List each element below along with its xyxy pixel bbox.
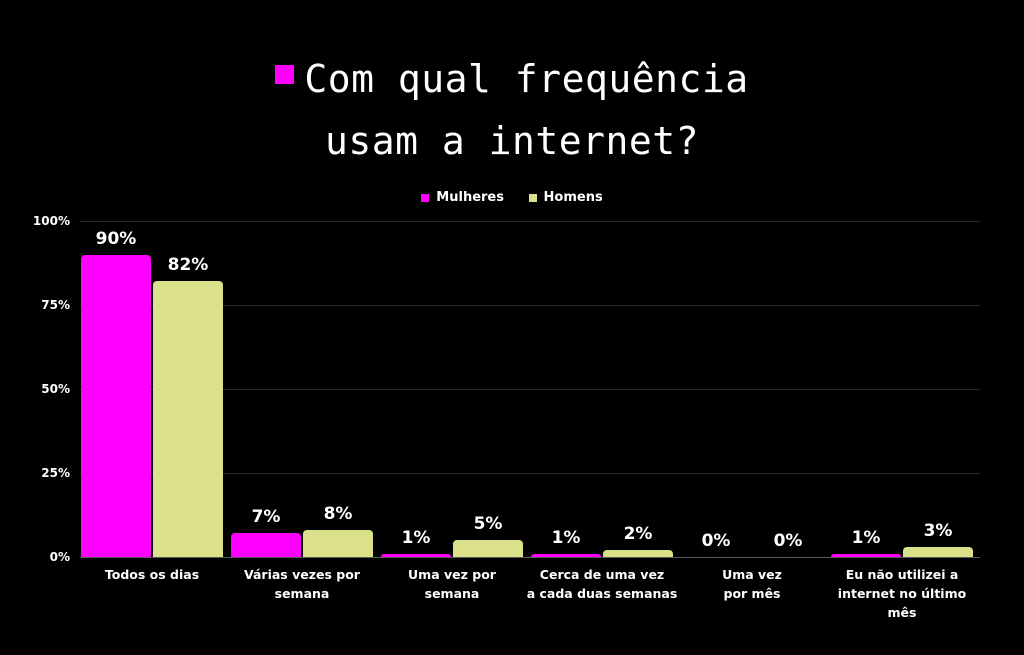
data-label-mulheres: 90% (95, 228, 137, 249)
legend-swatch-mulheres-icon (421, 193, 430, 202)
y-tick-label: 75% (41, 298, 70, 312)
category-label: Todos os dias (104, 567, 200, 582)
data-label-homens: 82% (167, 255, 209, 276)
chart-title: Com qual frequência usam a internet? (0, 48, 1024, 172)
category-label: Uma vez por mês (722, 567, 782, 601)
data-label-homens: 3% (923, 520, 953, 541)
gridline (80, 473, 980, 474)
chart-legend: Mulheres Homens (0, 190, 1024, 206)
title-text-1: Com qual frequência (304, 57, 749, 101)
legend-swatch-homens-icon (528, 193, 537, 202)
data-label-mulheres: 1% (401, 527, 431, 548)
category-label: Várias vezes por semana (244, 567, 360, 601)
chart-title-line-1: Com qual frequência (0, 48, 1024, 110)
data-label-homens: 8% (323, 504, 353, 525)
data-label-homens: 2% (623, 524, 653, 545)
gridline (80, 389, 980, 390)
bar-mulheres[interactable] (381, 553, 451, 557)
data-label-homens: 0% (773, 531, 803, 551)
bar-mulheres[interactable] (831, 553, 901, 557)
data-label-mulheres: 7% (251, 507, 281, 528)
bar-homens[interactable] (453, 540, 523, 557)
legend-item-homens[interactable]: Homens (528, 190, 603, 205)
category-label: Eu não utilizei a internet no último mês (837, 567, 967, 620)
chart-title-line-2: usam a internet? (324, 119, 700, 163)
category-label: Cerca de uma vez a cada duas semanas (526, 567, 678, 601)
data-label-mulheres: 1% (851, 527, 881, 548)
gridline (80, 221, 980, 222)
title-marker-icon (275, 65, 295, 84)
data-label-mulheres: 0% (701, 531, 731, 551)
y-tick-label: 50% (41, 382, 70, 396)
x-axis-line (80, 557, 980, 558)
bar-homens[interactable] (153, 281, 223, 557)
bar-homens[interactable] (603, 550, 673, 557)
legend-label-mulheres: Mulheres (436, 190, 504, 205)
bar-mulheres[interactable] (81, 254, 151, 557)
data-label-homens: 5% (473, 514, 503, 535)
y-tick-label: 100% (32, 214, 70, 228)
legend-item-mulheres[interactable]: Mulheres (421, 190, 504, 205)
bar-homens[interactable] (903, 546, 973, 557)
bar-homens[interactable] (303, 530, 373, 557)
bar-mulheres[interactable] (531, 553, 601, 557)
data-label-mulheres: 1% (551, 527, 581, 548)
y-tick-label: 25% (41, 466, 70, 480)
category-label: Uma vez por semana (408, 567, 496, 601)
gridline (80, 305, 980, 306)
y-tick-label: 0% (49, 550, 70, 564)
bar-mulheres[interactable] (231, 533, 301, 557)
legend-label-homens: Homens (543, 190, 603, 205)
